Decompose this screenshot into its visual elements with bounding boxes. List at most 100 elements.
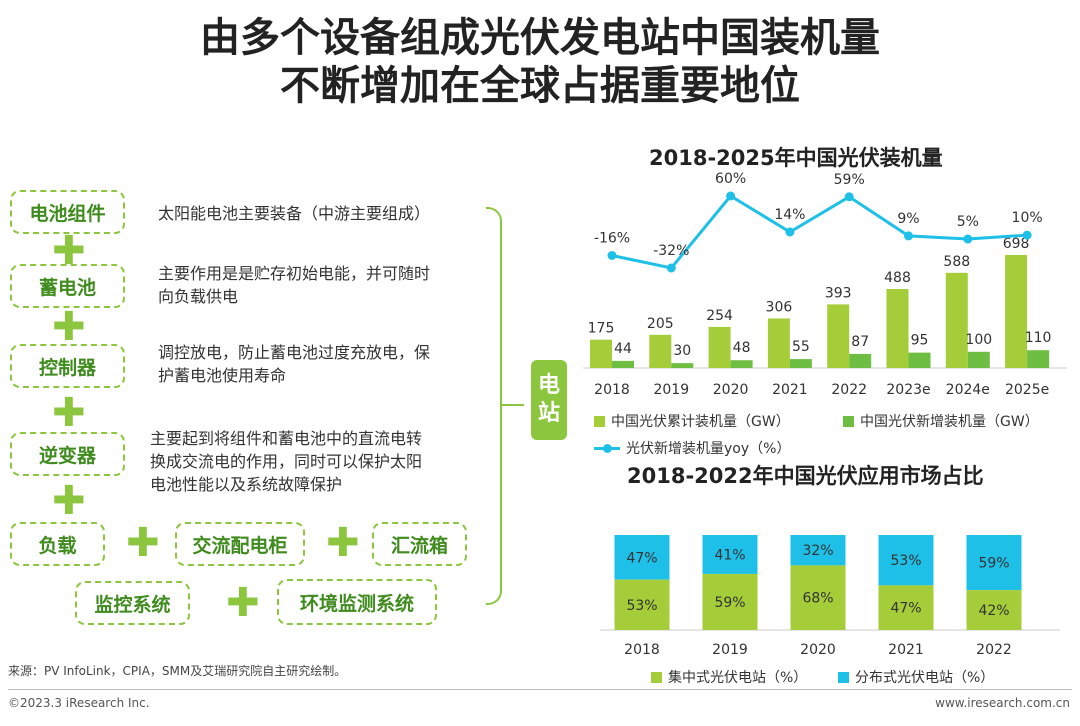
chart1-title: 2018-2025年中国光伏装机量	[649, 146, 943, 170]
point-yoy-2023e	[904, 231, 913, 241]
copyright: ©2023.3 iResearch Inc.	[8, 696, 150, 710]
x-tick-2021: 2021	[772, 382, 808, 398]
bar-label-cumulative-2025e: 698	[1003, 236, 1030, 252]
x-tick-2019: 2019	[653, 382, 689, 398]
plus-icon: ✚	[226, 580, 260, 626]
chart2-title: 2018-2022年中国光伏应用市场占比	[627, 464, 984, 488]
label-yoy-2019: -32%	[653, 243, 689, 259]
bar-distributed-2019	[702, 535, 758, 574]
label-yoy-2018: -16%	[594, 230, 630, 246]
legend-swatch	[651, 671, 662, 683]
bar-cumulative-2025e	[1005, 255, 1028, 368]
bar-new-2018	[612, 360, 634, 368]
component-box-controller: 控制器	[10, 344, 125, 388]
bar-label-cumulative-2024e: 588	[943, 254, 970, 270]
label-distributed-2018: 47%	[626, 550, 657, 566]
label-yoy-2020: 60%	[715, 171, 746, 187]
x-tick-2024e: 2024e	[946, 382, 990, 398]
x-tick-2018: 2018	[624, 642, 660, 658]
label-yoy-2022: 59%	[834, 172, 865, 188]
plus-icon: ✚	[52, 390, 86, 436]
bar-label-new-2018: 44	[614, 341, 632, 357]
label-centralized-2019: 59%	[714, 595, 745, 611]
x-tick-2023e: 2023e	[886, 382, 930, 398]
chart2-legend-distributed: 分布式光伏电站（%）	[838, 667, 994, 687]
component-box-monitoring-system: 监控系统	[75, 581, 190, 625]
legend-line-icon	[594, 443, 620, 454]
page-title-line1: 由多个设备组成光伏发电站中国装机量	[200, 15, 880, 61]
plus-icon: ✚	[326, 520, 360, 566]
plus-icon: ✚	[126, 520, 160, 566]
component-box-inverter: 逆变器	[10, 432, 125, 476]
bar-label-new-2024e: 100	[965, 332, 992, 348]
x-tick-2022: 2022	[976, 642, 1012, 658]
x-tick-2020: 2020	[800, 642, 836, 658]
bar-label-cumulative-2021: 306	[766, 299, 793, 315]
component-box-battery-module: 电池组件	[10, 190, 125, 234]
bracket	[486, 207, 502, 605]
x-tick-2020: 2020	[713, 382, 749, 398]
bar-cumulative-2022	[827, 304, 850, 368]
bar-new-2022	[849, 353, 872, 368]
x-tick-2021: 2021	[888, 642, 924, 658]
bar-new-2023e	[908, 352, 931, 368]
x-tick-2022: 2022	[831, 382, 867, 398]
label-distributed-2021: 53%	[890, 553, 921, 569]
bar-label-cumulative-2022: 393	[825, 285, 852, 301]
label-yoy-2025e: 10%	[1012, 210, 1043, 226]
bar-centralized-2020	[790, 565, 846, 630]
label-distributed-2020: 32%	[802, 543, 833, 559]
bar-centralized-2018	[614, 579, 670, 630]
bar-centralized-2022	[966, 590, 1022, 630]
bar-cumulative-2018	[590, 339, 612, 368]
bar-label-new-2023e: 95	[911, 333, 929, 349]
bar-centralized-2021	[878, 585, 934, 630]
label-yoy-2024e: 5%	[957, 214, 979, 230]
source-note: 来源：PV InfoLink，CPIA，SMM及艾瑞研究院自主研究绘制。	[8, 664, 347, 678]
label-centralized-2020: 68%	[802, 591, 833, 607]
point-yoy-2018	[607, 250, 617, 260]
x-tick-2025e: 2025e	[1005, 382, 1049, 398]
plus-icon: ✚	[52, 478, 86, 524]
component-desc-storage-battery: 主要作用是是贮存初始电能，并可随时 向负载供电	[158, 264, 431, 306]
bar-label-new-2025e: 110	[1025, 330, 1052, 346]
bar-label-new-2022: 87	[851, 334, 869, 350]
label-yoy-2023e: 9%	[897, 211, 919, 227]
bar-label-new-2021: 55	[792, 339, 810, 355]
line-yoy	[611, 194, 1028, 270]
component-box-load: 负载	[10, 522, 105, 566]
label-centralized-2018: 53%	[626, 598, 657, 614]
bar-centralized-2019	[702, 573, 758, 630]
bar-distributed-2022	[966, 535, 1022, 591]
bar-label-cumulative-2019: 205	[647, 316, 674, 332]
page-title-line2: 不断增加在全球占据重要地位	[280, 63, 800, 109]
point-yoy-2022	[844, 192, 854, 202]
legend-swatch	[838, 671, 849, 683]
website-link[interactable]: www.iresearch.com.cn	[935, 696, 1070, 710]
bar-new-2019	[671, 363, 694, 368]
bar-cumulative-2019	[649, 334, 672, 368]
bar-cumulative-2023e	[886, 288, 909, 368]
component-box-env-monitoring: 环境监测系统	[277, 579, 437, 625]
bar-cumulative-2021	[767, 318, 790, 368]
chart2-plot: 47% 53% 2018 41% 59% 2019 32% 68% 2020 53% 47% 2021…	[600, 535, 1060, 658]
bar-cumulative-2020	[708, 326, 731, 368]
bar-distributed-2021	[878, 535, 934, 586]
bar-new-2021	[789, 359, 812, 368]
bar-label-new-2020: 48	[733, 340, 751, 356]
component-box-combiner-box: 汇流箱	[372, 522, 467, 566]
label-distributed-2022: 59%	[978, 556, 1009, 572]
component-desc-inverter: 主要起到将组件和蓄电池中的直流电转 换成交流电的作用，同时可以保护太阳 电池性能…	[150, 429, 423, 494]
component-desc-controller: 调控放电，防止蓄电池过度充放电，保 护蓄电池使用寿命	[158, 343, 431, 385]
bar-cumulative-2024e	[945, 272, 968, 368]
legend-swatch	[594, 415, 605, 427]
bar-label-new-2019: 30	[673, 343, 691, 359]
chart2-legend-centralized: 集中式光伏电站（%）	[651, 667, 807, 687]
plus-icon: ✚	[52, 304, 86, 350]
label-centralized-2022: 42%	[978, 603, 1009, 619]
bar-new-2025e	[1027, 350, 1050, 368]
bar-new-2020	[730, 360, 753, 368]
bar-label-cumulative-2023e: 488	[884, 270, 911, 286]
label-distributed-2019: 41%	[714, 547, 745, 563]
